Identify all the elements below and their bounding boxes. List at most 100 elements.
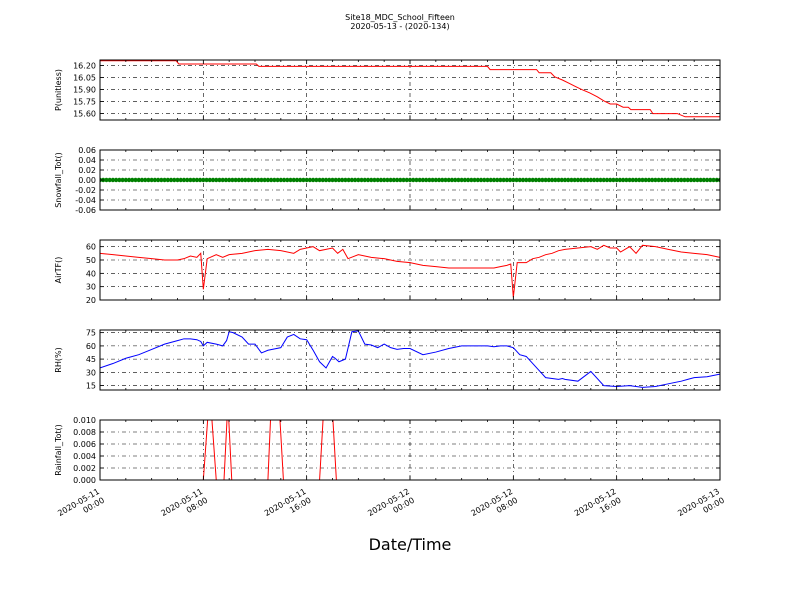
snowfall-point [469, 177, 474, 183]
snowfall-point [553, 177, 558, 183]
snowfall-point [275, 177, 280, 183]
snowfall-point [462, 177, 468, 183]
snowfall-point [369, 177, 374, 183]
snowfall-point [630, 177, 636, 183]
snowfall-point [172, 177, 177, 183]
snowfall-point [136, 177, 141, 183]
snowfall-point [139, 177, 145, 183]
snowfall-point [691, 177, 697, 183]
pressure-ytick-label: 15.75 [73, 98, 96, 107]
snowfall-point [624, 177, 629, 183]
snowfall-axis-label: Snowfall_Tot() [54, 152, 63, 208]
snowfall-point [236, 177, 242, 183]
snowfall-point [524, 177, 529, 183]
snowfall-point [197, 177, 203, 183]
snowfall-point [188, 177, 193, 183]
snowfall-ytick-label: -0.02 [75, 186, 96, 195]
snowfall-point [336, 177, 342, 183]
snowfall-point [456, 177, 461, 183]
snowfall-point [146, 177, 151, 183]
snowfall-point [175, 177, 180, 183]
relative-humidity-ytick-label: 45 [86, 355, 96, 364]
snowfall-point [656, 177, 661, 183]
snowfall-point [430, 177, 435, 183]
snowfall-point [507, 177, 513, 183]
snowfall-point [327, 177, 332, 183]
snowfall-point [494, 177, 500, 183]
snowfall-point [168, 177, 174, 183]
snowfall-point [475, 177, 481, 183]
snowfall-point [614, 177, 619, 183]
snowfall-point [298, 177, 303, 183]
snowfall-point [601, 177, 606, 183]
snowfall-point [443, 177, 448, 183]
snowfall-point [343, 177, 348, 183]
snowfall-point [423, 177, 429, 183]
snowfall-point [627, 177, 632, 183]
snowfall-point [478, 177, 484, 183]
snowfall-point [149, 177, 154, 183]
snowfall-point [708, 177, 713, 183]
snowfall-point [556, 177, 561, 183]
snowfall-point [217, 177, 222, 183]
snowfall-point [330, 177, 335, 183]
snowfall-point [385, 177, 390, 183]
snowfall-ytick-label: 0.00 [78, 176, 96, 185]
snowfall-point [226, 177, 232, 183]
pressure-ytick-label: 15.90 [73, 86, 96, 95]
snowfall-point [249, 177, 254, 183]
air-temperature-ytick-label: 40 [86, 269, 96, 278]
snowfall-point [575, 177, 581, 183]
rainfall-ytick-label: 0.000 [73, 476, 96, 485]
snowfall-point [230, 177, 235, 183]
relative-humidity-axis-label: RH(%) [54, 347, 63, 372]
snowfall-point [588, 177, 594, 183]
snowfall-point [301, 177, 306, 183]
snowfall-point [685, 177, 690, 183]
snowfall-point [398, 177, 403, 183]
snowfall-point [307, 177, 313, 183]
rainfall-ytick-label: 0.002 [73, 464, 96, 473]
snowfall-point [104, 177, 109, 183]
pressure-panel: 15.60 15.75 15.90 16.05 16.20 P(unitless) [54, 59, 721, 121]
snowfall-point [243, 177, 248, 183]
snowfall-point [514, 177, 519, 183]
snowfall-point [669, 177, 674, 183]
snowfall-point [511, 177, 516, 183]
figure-subtitle: 2020-05-13 - (2020-134) [350, 22, 449, 31]
snowfall-point [446, 177, 451, 183]
snowfall-point [427, 177, 432, 183]
snowfall-point [578, 177, 584, 183]
snowfall-point [349, 177, 355, 183]
snowfall-point [485, 177, 490, 183]
snowfall-point [184, 177, 190, 183]
snowfall-point [698, 177, 703, 183]
snowfall-point [520, 177, 526, 183]
snowfall-ytick-label: -0.04 [75, 196, 96, 205]
snowfall-point [288, 177, 293, 183]
rainfall-ytick-label: 0.006 [73, 440, 96, 449]
snowfall-point [536, 177, 542, 183]
pressure-ytick-label: 15.60 [73, 110, 96, 119]
snowfall-point [679, 177, 684, 183]
air-temperature-ytick-label: 20 [86, 296, 96, 305]
snowfall-point [133, 177, 138, 183]
snowfall-point [252, 177, 258, 183]
snowfall-point [378, 177, 384, 183]
snowfall-point [488, 177, 493, 183]
air-temperature-series-line [100, 244, 720, 298]
snowfall-point [562, 177, 568, 183]
snowfall-point [501, 177, 506, 183]
snowfall-point [608, 177, 613, 183]
snowfall-point [294, 177, 300, 183]
snowfall-ytick-label: 0.06 [78, 146, 96, 155]
pressure-series-line [100, 60, 720, 118]
snowfall-point [107, 177, 112, 183]
snowfall-point [604, 177, 610, 183]
snowfall-point [152, 177, 158, 183]
snowfall-point [433, 177, 439, 183]
snowfall-point [113, 177, 119, 183]
snowfall-point [165, 177, 171, 183]
snowfall-point [682, 177, 687, 183]
snowfall-point [482, 177, 487, 183]
